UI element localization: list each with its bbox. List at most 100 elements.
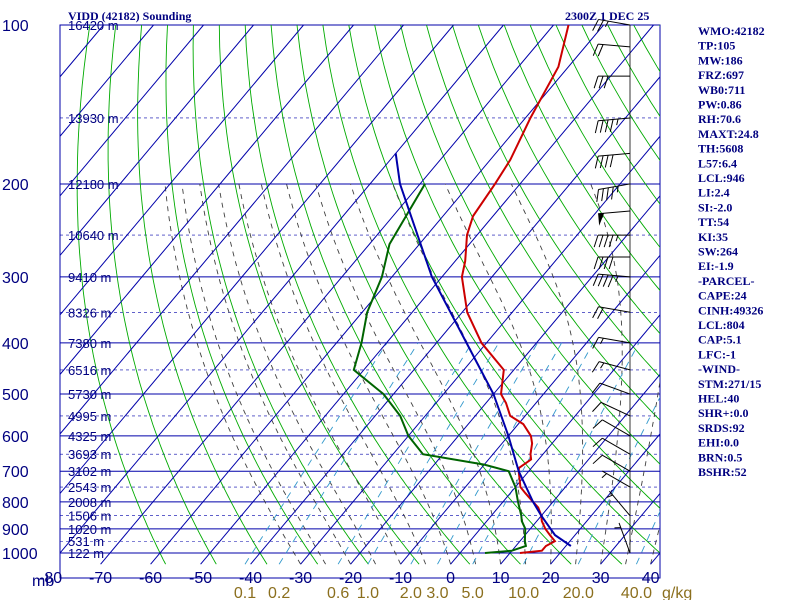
index-value: EI:-1.9 (698, 259, 734, 273)
pressure-tick-label: 200 (2, 177, 29, 194)
index-value: EHI:0.0 (698, 436, 739, 450)
index-value: SI:-2.0 (698, 200, 732, 214)
mixing-ratio-line (244, 342, 388, 565)
wind-barb-flag (597, 20, 604, 32)
wind-barb-flag (597, 274, 604, 287)
isotherm (60, 25, 304, 316)
wind-barb (592, 336, 631, 349)
index-value: STM:271/15 (698, 377, 761, 391)
index-value: TP:105 (698, 39, 735, 53)
height-label: 2008 m (68, 495, 111, 510)
wind-barb-flag (591, 382, 601, 394)
wind-barb-pennant (598, 213, 605, 226)
moist-adiabat (590, 183, 623, 565)
mixing-ratio-unit: g/kg (662, 585, 692, 600)
index-value: CINH:49326 (698, 303, 763, 317)
wind-barb-flag (592, 337, 599, 349)
wind-barb-staff (602, 454, 631, 472)
wind-barb-staff (602, 470, 631, 488)
dry-adiabat (165, 25, 319, 565)
wind-barb-half-flag (606, 494, 613, 498)
isotherm (450, 314, 660, 565)
moist-adiabat (164, 183, 301, 565)
wind-barb-flag (598, 256, 604, 270)
wind-barb-flag (596, 189, 599, 203)
wind-barb-flag (601, 188, 604, 202)
dry-adiabat (503, 25, 660, 292)
wind-barb-staff (598, 18, 631, 26)
isotherm (350, 195, 660, 565)
index-value: BSHR:52 (698, 465, 747, 479)
mixing-ratio-line (523, 342, 640, 565)
mixing-ratio-line (337, 342, 473, 565)
wind-barb-flag (592, 306, 599, 319)
wind-barb-flag (594, 156, 599, 169)
mixing-ratio-line (437, 342, 562, 565)
wind-barb (592, 306, 631, 319)
wind-barb-flag (592, 437, 603, 448)
wind-barb-half-flag (616, 118, 619, 126)
dry-adiabat (581, 25, 660, 162)
wind-barb (592, 401, 631, 417)
index-value: LI:2.4 (698, 186, 730, 200)
height-label: 4995 m (68, 409, 111, 424)
isotherm (400, 254, 660, 565)
wind-barb (593, 256, 630, 270)
index-value: LCL:804 (698, 318, 745, 332)
pressure-unit-label: mb (32, 573, 54, 590)
isotherm (150, 25, 604, 565)
index-value: -PARCEL- (698, 274, 754, 288)
isotherm (60, 25, 454, 495)
index-value: MW:186 (698, 53, 743, 67)
height-label: 531 m (68, 534, 104, 549)
wind-barb-staff (598, 361, 631, 371)
wind-barb-flag (593, 76, 599, 89)
wind-barb (596, 183, 631, 203)
mixing-ratio-line (410, 342, 538, 565)
wind-barb-flag (592, 419, 603, 429)
wind-barb (594, 152, 631, 169)
wind-barb-staff (598, 210, 631, 215)
moist-adiabat (650, 523, 660, 565)
moist-adiabat (181, 183, 326, 565)
temp-tick-label: -20 (339, 570, 362, 587)
wind-barb-flag (593, 256, 599, 270)
wind-barb-staff (599, 382, 631, 395)
wind-barb-flag (603, 234, 609, 248)
dry-adiabat (763, 25, 800, 564)
mixing-ratio-line (635, 510, 660, 565)
chart-time: 2300Z 1 DEC 25 (565, 9, 649, 23)
wind-barb-flag (592, 43, 599, 56)
moist-adiabat (350, 183, 502, 565)
isotherm (250, 76, 660, 565)
index-value: CAPE:24 (698, 289, 747, 303)
temp-tick-label: 40 (642, 570, 660, 587)
pressure-tick-label: 500 (2, 387, 29, 404)
moist-adiabat (315, 183, 477, 565)
wind-barb-flag (592, 402, 602, 412)
isotherm (200, 25, 654, 565)
dry-adiabat (322, 25, 623, 565)
wind-barb-flag (599, 120, 604, 133)
wind-barb-flag (609, 119, 614, 132)
temp-tick-label: -80 (39, 570, 62, 587)
index-value: LFC:-1 (698, 347, 736, 361)
isotherm (60, 25, 254, 257)
pressure-tick-label: 100 (2, 18, 29, 35)
wind-barb-flag (606, 187, 609, 201)
index-value: BRN:0.5 (698, 450, 742, 464)
dry-adiabat (218, 25, 420, 565)
index-value: WMO:42182 (698, 24, 765, 38)
index-value: CAP:5.1 (698, 333, 742, 347)
temperature-profile (460, 25, 570, 554)
chart-title: VIDD (42182) Sounding (68, 9, 191, 23)
pressure-tick-label: 400 (2, 336, 29, 353)
isotherm (60, 25, 154, 138)
wind-barbs (591, 18, 631, 554)
pressure-tick-label: 800 (2, 495, 29, 512)
pressure-tick-label: 300 (2, 270, 29, 287)
wind-barb (601, 470, 631, 488)
moist-adiabat (392, 183, 527, 565)
wind-barb-flag (604, 119, 609, 133)
